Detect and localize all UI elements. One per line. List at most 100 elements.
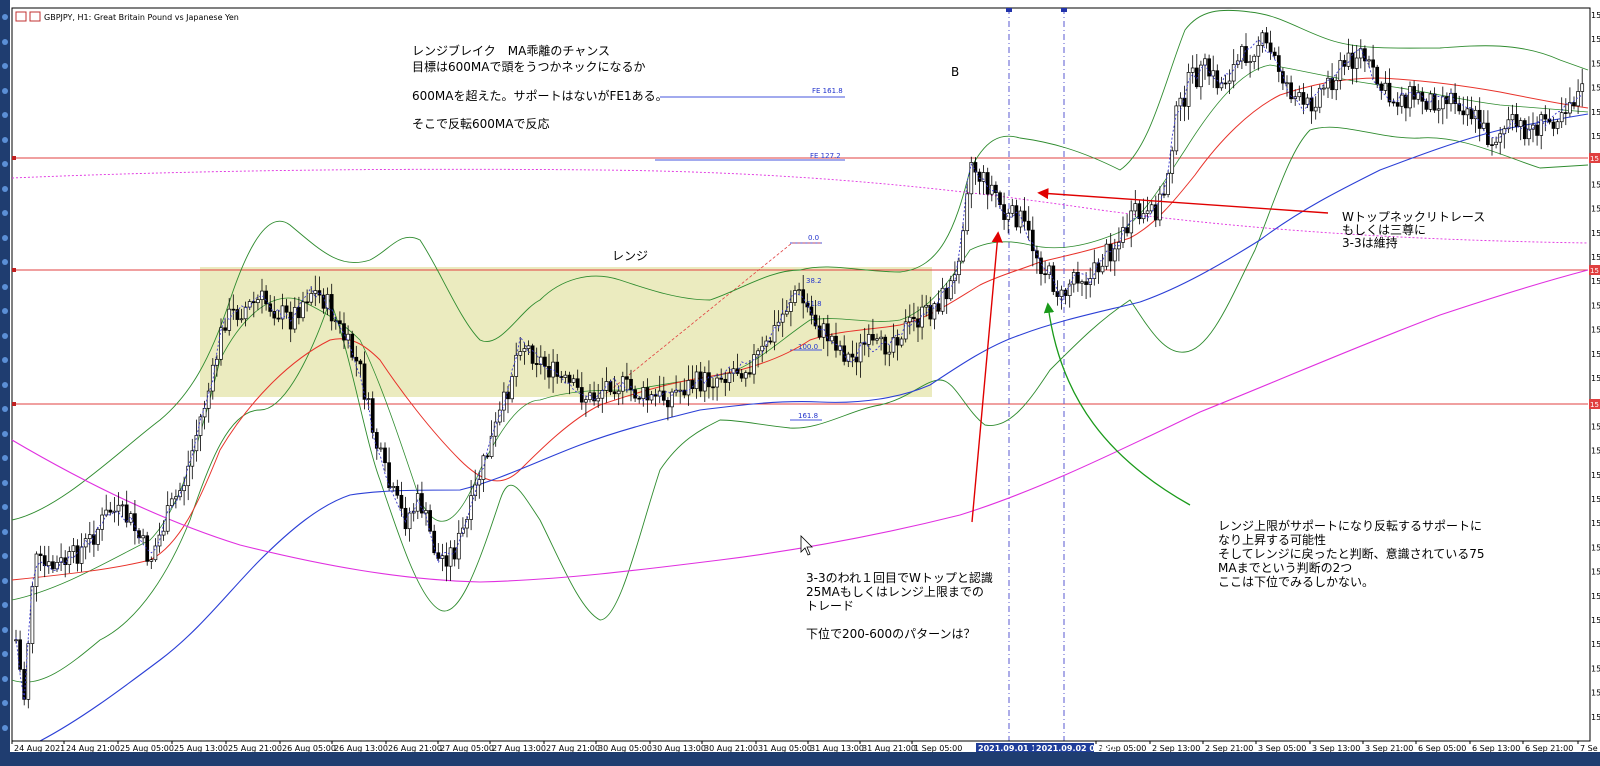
x-tick-label: 3 Sep 21:00: [1365, 744, 1413, 753]
candle-body: [440, 555, 445, 559]
candle-body: [604, 381, 609, 391]
toolbar-dot: [2, 553, 8, 559]
highlight-tick-2: 2021.09.02 00:00: [1036, 744, 1115, 753]
candle-body: [739, 373, 744, 379]
price-tick-label: 15: [1591, 519, 1600, 528]
toolbar-dot: [2, 651, 8, 657]
candle-body: [514, 354, 519, 377]
toolbar-dot: [2, 602, 8, 608]
x-tick-label: 1 Sep 05:00: [914, 744, 962, 753]
candle-body: [239, 318, 244, 321]
x-axis-ticks: 24 Aug 2021 24 Aug 21:00 25 Aug 05:00 25 Au…: [11, 741, 1598, 753]
candle-body: [1125, 227, 1129, 234]
toolbar-dot: [2, 63, 8, 69]
candle-body: [1240, 46, 1244, 62]
candle-body: [198, 416, 203, 436]
candle-body: [436, 552, 441, 559]
price-tick-label: 15: [1591, 35, 1600, 44]
candle-body: [1375, 66, 1380, 85]
candle-body: [461, 527, 465, 534]
candle-body: [1047, 265, 1052, 275]
candle-body: [387, 462, 391, 489]
menu-icon-2[interactable]: [29, 11, 41, 22]
candle-body: [1539, 114, 1544, 136]
candle-body: [1076, 272, 1080, 284]
candle-body: [71, 545, 76, 552]
mouse-cursor-icon: [800, 535, 813, 556]
candle-body: [1551, 121, 1556, 129]
level-marker-left: [12, 156, 16, 160]
candle-body: [928, 304, 933, 320]
toolbar-dot: [2, 406, 8, 412]
ma-75-line: [39, 113, 1589, 742]
candle-body: [616, 390, 621, 395]
candle-body: [674, 389, 678, 393]
candle-body: [825, 323, 830, 342]
candle-body: [809, 306, 814, 316]
candle-body: [1449, 92, 1453, 105]
candle-body: [1330, 77, 1334, 91]
svg-text:Wトップネックリトレース: Wトップネックリトレース: [1342, 210, 1485, 224]
candle-body: [1543, 114, 1548, 120]
note-top-left: レンジブレイク MA乖離のチャンス 目標は600MAで頭をうつかネックになるか …: [412, 43, 668, 131]
menu-icon-1[interactable]: [15, 11, 27, 22]
candle-body: [1149, 204, 1154, 212]
candle-body: [1568, 102, 1572, 114]
candle-body: [38, 553, 43, 556]
toolbar-dot: [2, 626, 8, 633]
x-tick-label: 6 Sep 21:00: [1525, 744, 1573, 753]
svg-text:MAまでという判断の2つ: MAまでという判断の2つ: [1218, 560, 1352, 575]
level-tag-label: 15: [1590, 155, 1599, 163]
candle-body: [182, 485, 186, 492]
candle-body: [1129, 210, 1134, 234]
candle-body: [1469, 108, 1474, 120]
candle-body: [707, 372, 711, 388]
candle-body: [612, 391, 617, 395]
candle-body: [1272, 51, 1277, 56]
candle-body: [1490, 144, 1494, 146]
candle-body: [883, 336, 888, 355]
candle-body: [1297, 92, 1302, 98]
candle-body: [637, 397, 642, 400]
candle-body: [1481, 122, 1486, 129]
candle-body: [1014, 205, 1019, 228]
candle-body: [235, 309, 240, 320]
candle-body: [1379, 83, 1384, 91]
candle-body: [764, 340, 769, 347]
candle-body: [280, 305, 285, 320]
candle-body: [567, 374, 572, 383]
toolbar-dot: [2, 259, 8, 265]
candle-body: [686, 380, 691, 396]
x-tick-label: 26 Aug 21:00: [388, 744, 442, 753]
candle-body: [1510, 114, 1515, 121]
candle-body: [1281, 71, 1285, 84]
candle-body: [555, 361, 560, 377]
candle-body: [780, 313, 785, 323]
toolbar-dot: [2, 234, 8, 241]
candle-body: [1199, 64, 1203, 88]
candle-body: [1194, 67, 1199, 88]
candle-body: [481, 455, 486, 480]
x-tick-label: 25 Aug 05:00: [120, 744, 174, 753]
candle-body: [1522, 120, 1527, 140]
candle-body: [592, 392, 596, 402]
toolbar-dot: [2, 675, 8, 682]
price-tick-label: 15: [1591, 543, 1600, 552]
candle-body: [1334, 79, 1339, 91]
candle-body: [231, 308, 236, 311]
candle-body: [596, 397, 601, 402]
candle-body: [51, 561, 55, 570]
candle-body: [489, 435, 494, 457]
candle-body: [743, 372, 748, 379]
candle-body: [1457, 103, 1462, 112]
candle-body: [842, 345, 847, 362]
candle-body: [473, 484, 478, 497]
candle-body: [1190, 67, 1195, 73]
price-tick-label: 15: [1591, 447, 1600, 456]
candle-body: [510, 376, 514, 400]
candle-body: [1494, 141, 1498, 145]
price-tick-label: 15: [1591, 422, 1600, 431]
toolbar-dot: [2, 700, 8, 706]
toolbar-dot: [2, 528, 8, 535]
